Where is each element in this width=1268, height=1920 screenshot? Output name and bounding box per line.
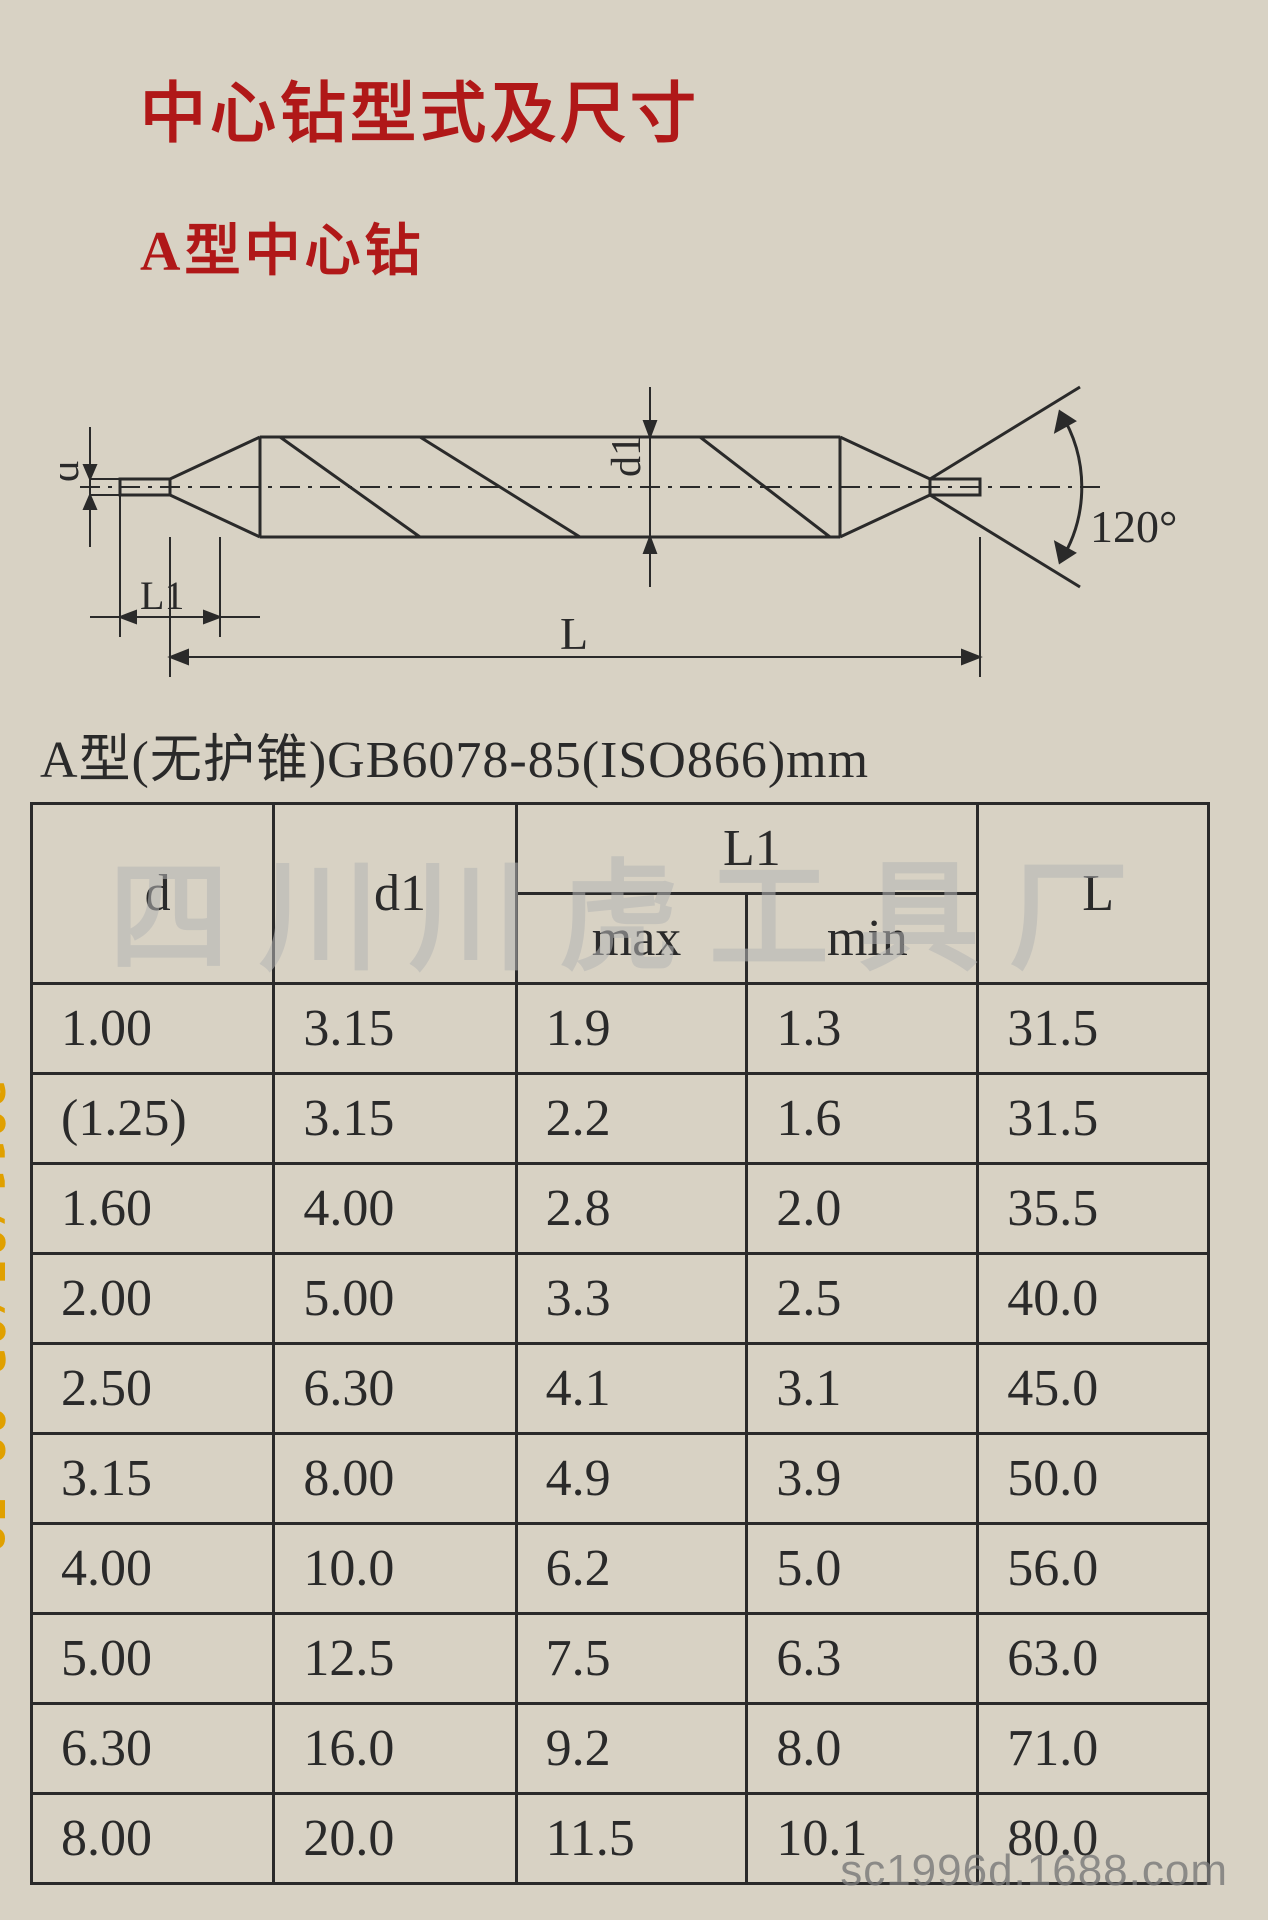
table-row: 2.506.304.13.145.0: [32, 1344, 1209, 1434]
camera-timestamp: 2011/05/03 08:59: [0, 1080, 14, 1555]
drill-diagram: d d1 L1: [60, 317, 1210, 697]
cell-l1min: 2.0: [747, 1164, 978, 1254]
cell-l1max: 9.2: [516, 1704, 747, 1794]
cell-L: 63.0: [978, 1614, 1209, 1704]
table-row: 6.3016.09.28.071.0: [32, 1704, 1209, 1794]
cell-d: 1.00: [32, 984, 274, 1074]
source-url: sc1996d.1688.com: [840, 1846, 1228, 1896]
cell-L: 31.5: [978, 984, 1209, 1074]
cell-l1max: 7.5: [516, 1614, 747, 1704]
cell-d1: 20.0: [274, 1794, 516, 1884]
cell-d: 4.00: [32, 1524, 274, 1614]
cell-l1max: 4.1: [516, 1344, 747, 1434]
cell-l1max: 2.2: [516, 1074, 747, 1164]
cell-d: 2.50: [32, 1344, 274, 1434]
dim-d1-label: d1: [604, 435, 650, 477]
cell-l1max: 6.2: [516, 1524, 747, 1614]
angle-label: 120°: [1090, 501, 1177, 552]
th-L1-min: min: [747, 894, 978, 984]
table-row: 1.003.151.91.331.5: [32, 984, 1209, 1074]
cell-l1min: 2.5: [747, 1254, 978, 1344]
cell-L: 45.0: [978, 1344, 1209, 1434]
cell-l1min: 1.3: [747, 984, 978, 1074]
spec-standard-line: A型(无护锥)GB6078-85(ISO866)mm: [40, 717, 1238, 792]
dim-l1-label: L1: [140, 573, 184, 618]
cell-L: 40.0: [978, 1254, 1209, 1344]
dim-L-label: L: [560, 608, 588, 659]
cell-d1: 4.00: [274, 1164, 516, 1254]
cell-d1: 3.15: [274, 984, 516, 1074]
table-row: (1.25)3.152.21.631.5: [32, 1074, 1209, 1164]
cell-L: 50.0: [978, 1434, 1209, 1524]
cell-d: 5.00: [32, 1614, 274, 1704]
table-row: 1.604.002.82.035.5: [32, 1164, 1209, 1254]
cell-L: 71.0: [978, 1704, 1209, 1794]
cell-d: 8.00: [32, 1794, 274, 1884]
dimension-table: d d1 L1 L max min 1.003.151.91.331.5(1.2…: [30, 802, 1210, 1885]
cell-l1min: 1.6: [747, 1074, 978, 1164]
cell-d: 3.15: [32, 1434, 274, 1524]
section-title: A型中心钻: [140, 206, 1238, 287]
cell-l1min: 3.1: [747, 1344, 978, 1434]
table-row: 3.158.004.93.950.0: [32, 1434, 1209, 1524]
cell-l1max: 3.3: [516, 1254, 747, 1344]
cell-l1max: 11.5: [516, 1794, 747, 1884]
cell-d: (1.25): [32, 1074, 274, 1164]
cell-d1: 3.15: [274, 1074, 516, 1164]
th-d: d: [32, 804, 274, 984]
cell-d1: 8.00: [274, 1434, 516, 1524]
cell-d1: 6.30: [274, 1344, 516, 1434]
dim-d-label: d: [60, 461, 88, 482]
table-row: 5.0012.57.56.363.0: [32, 1614, 1209, 1704]
cell-l1min: 3.9: [747, 1434, 978, 1524]
cell-l1max: 4.9: [516, 1434, 747, 1524]
cell-d: 6.30: [32, 1704, 274, 1794]
cell-d1: 5.00: [274, 1254, 516, 1344]
cell-l1min: 8.0: [747, 1704, 978, 1794]
cell-l1min: 5.0: [747, 1524, 978, 1614]
cell-d1: 16.0: [274, 1704, 516, 1794]
cell-d: 1.60: [32, 1164, 274, 1254]
th-d1: d1: [274, 804, 516, 984]
cell-d: 2.00: [32, 1254, 274, 1344]
cell-L: 35.5: [978, 1164, 1209, 1254]
cell-L: 31.5: [978, 1074, 1209, 1164]
cell-l1min: 6.3: [747, 1614, 978, 1704]
cell-l1max: 2.8: [516, 1164, 747, 1254]
th-L1: L1: [516, 804, 978, 894]
cell-d1: 12.5: [274, 1614, 516, 1704]
page-title: 中心钻型式及尺寸: [140, 60, 1238, 156]
cell-d1: 10.0: [274, 1524, 516, 1614]
table-row: 2.005.003.32.540.0: [32, 1254, 1209, 1344]
cell-L: 56.0: [978, 1524, 1209, 1614]
cell-l1max: 1.9: [516, 984, 747, 1074]
th-L1-max: max: [516, 894, 747, 984]
th-L: L: [978, 804, 1209, 984]
table-row: 4.0010.06.25.056.0: [32, 1524, 1209, 1614]
